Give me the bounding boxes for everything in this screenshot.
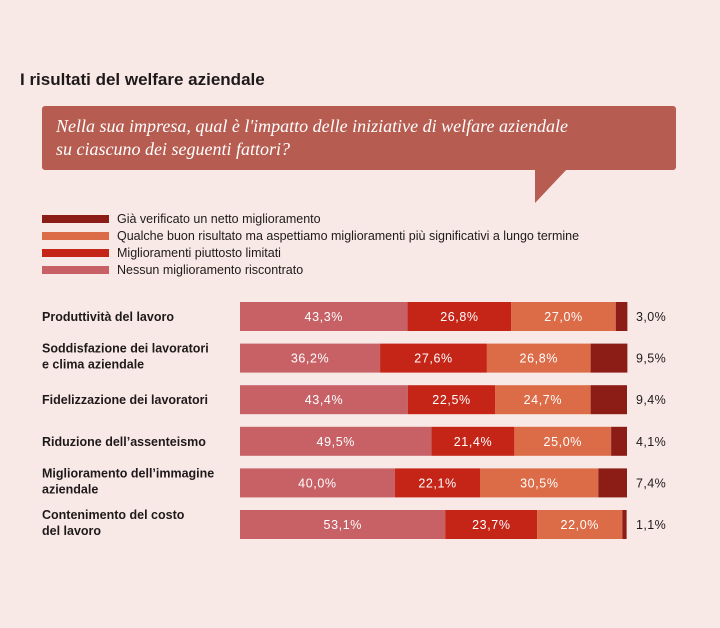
bar-data-label: 49,5% — [317, 435, 355, 449]
question-bubble: Nella sua impresa, qual è l'impatto dell… — [42, 106, 676, 170]
page-title: I risultati del welfare aziendale — [20, 70, 265, 89]
bar-segment-limitati — [431, 426, 515, 456]
row-label-line: Riduzione dell’assenteismo — [42, 435, 206, 449]
row-label-line: Miglioramento dell’immagine — [42, 466, 214, 480]
question-line-1: Nella sua impresa, qual è l'impatto dell… — [56, 116, 568, 136]
question-text: Nella sua impresa, qual è l'impatto dell… — [56, 115, 662, 161]
bar-segment-nessun — [240, 468, 395, 498]
bar-data-label: 53,1% — [324, 518, 362, 532]
bar-end-label: 3,0% — [636, 310, 666, 324]
bar-end-label: 9,5% — [636, 352, 666, 366]
row-label-line: Produttività del lavoro — [42, 310, 174, 324]
bar-segment-nessun — [240, 385, 408, 415]
bar-segment-qualche — [486, 343, 591, 373]
bar-end-label: 7,4% — [636, 476, 666, 490]
bar-segment-netto — [598, 468, 627, 498]
bar-segment-netto — [590, 343, 628, 373]
legend-label-qualche: Qualche buon risultato ma aspettiamo mig… — [117, 228, 580, 243]
question-line-2: su ciascuno dei seguenti fattori? — [56, 139, 290, 159]
bar-segment-limitati — [380, 343, 487, 373]
row-label: Soddisfazione dei lavoratori e clima azie… — [42, 342, 209, 372]
bar-segment-qualche — [537, 510, 623, 539]
legend: Già verificato un netto miglioramento Qu… — [42, 210, 579, 278]
bar-segment-nessun — [240, 510, 446, 539]
bar-end-label: 4,1% — [636, 435, 666, 449]
bar-segment-limitati — [445, 510, 538, 539]
row-label-line: e clima aziendale — [42, 358, 144, 372]
bar-segment-nessun — [240, 302, 408, 331]
legend-label-limitati: Miglioramenti piuttosto limitati — [117, 245, 281, 260]
bar-segment-limitati — [407, 302, 512, 331]
bar-data-label: 23,7% — [472, 518, 510, 532]
legend-swatch-nessun — [42, 265, 109, 274]
legend-swatch-limitati — [42, 248, 109, 257]
bar-segment-nessun — [240, 426, 432, 456]
bar-segment-netto — [622, 510, 627, 539]
row-label: Fidelizzazione dei lavoratori — [42, 393, 208, 407]
legend-swatch-netto — [42, 214, 109, 223]
legend-label-netto: Già verificato un netto miglioramento — [117, 211, 321, 226]
bar-data-label: 36,2% — [291, 352, 329, 366]
row-label: Riduzione dell’assenteismo — [42, 435, 206, 449]
bar-segment-netto — [590, 385, 627, 415]
bar-data-label: 22,0% — [561, 518, 599, 532]
bar-data-label: 26,8% — [520, 352, 558, 366]
row-label-line: Soddisfazione dei lavoratori — [42, 342, 209, 356]
bar-segment-qualche — [511, 302, 616, 331]
bar-data-label: 40,0% — [298, 476, 336, 490]
bar-segment-qualche — [514, 426, 612, 456]
bar-data-label: 22,5% — [432, 393, 470, 407]
bar-data-label: 25,0% — [544, 435, 582, 449]
bar-segment-netto — [611, 426, 627, 456]
legend-item-qualche: Qualche buon risultato ma aspettiamo mig… — [42, 227, 579, 244]
bar-data-label: 27,6% — [414, 352, 452, 366]
bar-segment-nessun — [240, 343, 381, 373]
bar-data-label: 22,1% — [418, 476, 456, 490]
row-label-line: Contenimento del costo — [42, 508, 185, 522]
bubble-tail — [535, 168, 568, 203]
row-label-line: Fidelizzazione dei lavoratori — [42, 393, 208, 407]
bar-segment-qualche — [495, 385, 591, 415]
legend-swatch-qualche — [42, 231, 109, 240]
bar-data-label: 30,5% — [520, 476, 558, 490]
bar-segment-limitati — [407, 385, 496, 415]
bar-data-label: 26,8% — [440, 310, 478, 324]
legend-item-nessun: Nessun miglioramento riscontrato — [42, 261, 579, 278]
bar-segment-netto — [615, 302, 628, 331]
row-label: Contenimento del costo del lavoro — [42, 508, 185, 538]
bar-end-label: 1,1% — [636, 518, 666, 532]
bar-segment-limitati — [394, 468, 481, 498]
bar-data-label: 24,7% — [524, 393, 562, 407]
bar-end-label: 9,4% — [636, 393, 666, 407]
bar-data-label: 27,0% — [544, 310, 582, 324]
row-label-line: del lavoro — [42, 524, 101, 538]
row-label: Produttività del lavoro — [42, 310, 174, 324]
legend-item-netto: Già verificato un netto miglioramento — [42, 210, 579, 227]
legend-label-nessun: Nessun miglioramento riscontrato — [117, 262, 304, 277]
row-label-line: aziendale — [42, 482, 98, 496]
bar-data-label: 43,4% — [305, 393, 343, 407]
bar-segment-qualche — [480, 468, 599, 498]
bar-data-label: 21,4% — [454, 435, 492, 449]
row-label: Miglioramento dell’immagine aziendale — [42, 466, 214, 496]
bar-data-label: 43,3% — [305, 310, 343, 324]
legend-item-limitati: Miglioramenti piuttosto limitati — [42, 244, 579, 261]
